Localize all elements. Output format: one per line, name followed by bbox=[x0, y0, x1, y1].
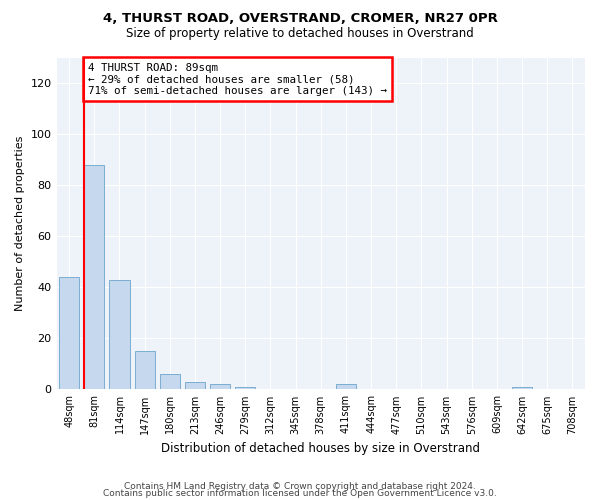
Bar bbox=[84, 164, 104, 390]
Text: 4 THURST ROAD: 89sqm
← 29% of detached houses are smaller (58)
71% of semi-detac: 4 THURST ROAD: 89sqm ← 29% of detached h… bbox=[88, 62, 387, 96]
Text: 4, THURST ROAD, OVERSTRAND, CROMER, NR27 0PR: 4, THURST ROAD, OVERSTRAND, CROMER, NR27… bbox=[103, 12, 497, 26]
X-axis label: Distribution of detached houses by size in Overstrand: Distribution of detached houses by size … bbox=[161, 442, 480, 455]
Bar bbox=[185, 382, 205, 390]
Bar bbox=[109, 280, 130, 390]
Bar bbox=[59, 277, 79, 390]
Bar bbox=[512, 387, 532, 390]
Text: Size of property relative to detached houses in Overstrand: Size of property relative to detached ho… bbox=[126, 28, 474, 40]
Bar bbox=[160, 374, 180, 390]
Bar bbox=[235, 387, 256, 390]
Bar bbox=[134, 351, 155, 390]
Text: Contains public sector information licensed under the Open Government Licence v3: Contains public sector information licen… bbox=[103, 490, 497, 498]
Text: Contains HM Land Registry data © Crown copyright and database right 2024.: Contains HM Land Registry data © Crown c… bbox=[124, 482, 476, 491]
Y-axis label: Number of detached properties: Number of detached properties bbox=[15, 136, 25, 311]
Bar bbox=[210, 384, 230, 390]
Bar bbox=[336, 384, 356, 390]
